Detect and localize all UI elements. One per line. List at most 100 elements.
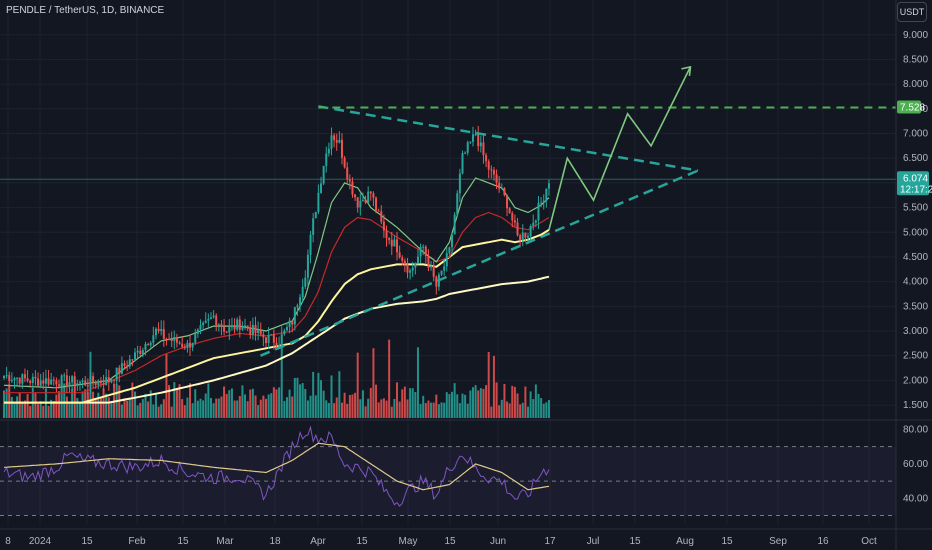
candle bbox=[92, 372, 95, 389]
currency-button[interactable]: USDT bbox=[897, 2, 927, 22]
candlesticks bbox=[3, 125, 550, 395]
volume-bar bbox=[464, 394, 467, 418]
volume-bar bbox=[160, 404, 163, 418]
candle bbox=[181, 336, 184, 349]
volume-bar bbox=[456, 394, 459, 418]
volume-bar bbox=[485, 385, 488, 418]
volume-bar bbox=[165, 353, 168, 418]
time-tick-label: Apr bbox=[310, 536, 326, 547]
candle-body bbox=[440, 270, 443, 275]
candle bbox=[44, 369, 47, 390]
candle bbox=[432, 258, 435, 282]
volume-bar bbox=[380, 399, 383, 418]
volume-bar bbox=[10, 396, 13, 418]
candle-body bbox=[547, 183, 550, 189]
candle-body bbox=[204, 320, 207, 323]
candle-body bbox=[388, 238, 391, 240]
volume-bar bbox=[52, 401, 55, 418]
candle-body bbox=[78, 381, 81, 384]
volume-bar bbox=[445, 392, 448, 418]
volume-bar bbox=[369, 387, 372, 418]
volume-bar bbox=[189, 383, 192, 418]
candle-body bbox=[131, 359, 134, 361]
candle bbox=[527, 232, 529, 243]
volume-bar bbox=[393, 398, 396, 418]
volume-bar bbox=[202, 400, 205, 418]
time-tick-label: Jun bbox=[490, 536, 506, 547]
candle bbox=[154, 327, 157, 340]
volume-bar bbox=[241, 385, 244, 418]
volume-bar bbox=[186, 397, 189, 418]
volume-bar bbox=[540, 398, 543, 418]
candle-body bbox=[123, 363, 126, 366]
candle bbox=[233, 318, 236, 334]
candle-body bbox=[262, 334, 265, 338]
candle bbox=[126, 360, 129, 372]
volume-bar bbox=[199, 398, 202, 418]
candle bbox=[440, 270, 443, 277]
rsi-line bbox=[3, 425, 550, 507]
candle bbox=[102, 374, 105, 392]
candle-body bbox=[102, 383, 105, 386]
candle bbox=[451, 232, 454, 255]
candle bbox=[416, 249, 419, 265]
volume-bar bbox=[152, 404, 155, 418]
candle-body bbox=[16, 377, 19, 379]
candle-body bbox=[382, 221, 385, 231]
volume-bar bbox=[78, 402, 81, 418]
candle bbox=[257, 321, 260, 341]
candle-body bbox=[527, 235, 529, 238]
volume-bar bbox=[479, 388, 482, 418]
candle-body bbox=[403, 260, 406, 265]
candle-body bbox=[537, 202, 540, 221]
candle bbox=[492, 167, 495, 181]
candle-body bbox=[409, 270, 412, 273]
candle bbox=[443, 259, 446, 276]
candle bbox=[529, 224, 532, 243]
volume-bar bbox=[147, 401, 150, 418]
candle-body bbox=[372, 193, 375, 198]
candle bbox=[52, 376, 55, 386]
candle-body bbox=[37, 378, 40, 386]
volume-bar bbox=[291, 396, 294, 418]
candle bbox=[65, 369, 68, 393]
candle bbox=[81, 378, 84, 389]
candle bbox=[207, 313, 210, 329]
volume-bar bbox=[126, 400, 129, 418]
candle-body bbox=[445, 253, 448, 267]
price-tick-label: 4.000 bbox=[903, 277, 928, 288]
candle-body bbox=[285, 327, 288, 331]
volume-bar bbox=[532, 399, 535, 418]
candle bbox=[236, 317, 239, 332]
volume-bar bbox=[244, 394, 247, 418]
volume-bar bbox=[183, 405, 186, 418]
ema-slow-line bbox=[4, 228, 550, 404]
candle-body bbox=[241, 326, 244, 330]
candle-body bbox=[170, 339, 173, 342]
candle-body bbox=[73, 376, 76, 386]
volume-bar bbox=[396, 382, 398, 418]
candle-body bbox=[317, 192, 320, 212]
candle bbox=[390, 231, 393, 256]
candle bbox=[230, 317, 233, 331]
candle bbox=[490, 165, 493, 179]
candle-body bbox=[76, 383, 79, 386]
volume-bar bbox=[293, 377, 296, 418]
candle-body bbox=[348, 179, 351, 182]
rsi-tick-label: 60.00 bbox=[903, 459, 928, 470]
candle bbox=[545, 188, 548, 208]
candle-body bbox=[306, 254, 309, 278]
countdown-label: 12:17:22 bbox=[900, 184, 932, 195]
candle-body bbox=[479, 142, 482, 147]
candle bbox=[377, 208, 380, 212]
volume-bar bbox=[110, 403, 113, 418]
volume-bar bbox=[469, 390, 472, 418]
candle-body bbox=[401, 257, 404, 261]
candle-body bbox=[26, 378, 29, 381]
price-tick-label: 3.500 bbox=[903, 301, 928, 312]
candle-body bbox=[199, 325, 202, 330]
candle-body bbox=[175, 337, 178, 343]
current-price-label: 6.074 bbox=[903, 173, 928, 184]
price-tick-label: 2.500 bbox=[903, 351, 928, 362]
